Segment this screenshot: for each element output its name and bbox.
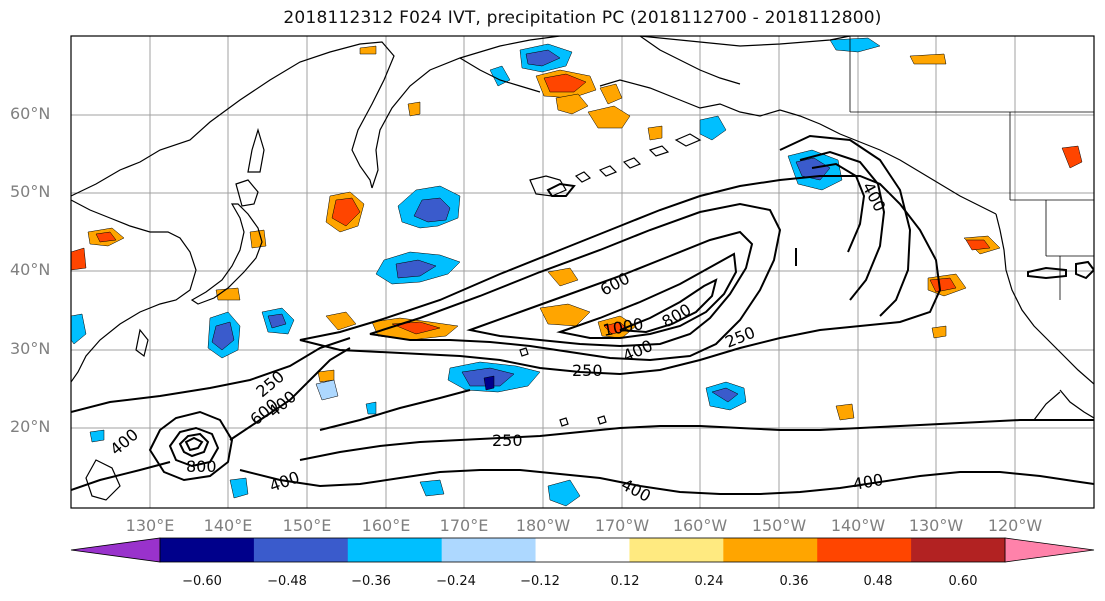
- lon-tick-label: 160°E: [361, 516, 411, 535]
- colorbar-segment: [817, 538, 912, 562]
- colorbar-tick-label: −0.48: [267, 574, 307, 589]
- lat-tick-label: 60°N: [10, 104, 51, 123]
- colorbar-segment: [629, 538, 724, 562]
- contour-label: 250: [492, 431, 523, 450]
- colorbar-tick-label: −0.12: [520, 574, 560, 589]
- colorbar-segment: [911, 538, 1006, 562]
- lon-tick-label: 150°E: [282, 516, 332, 535]
- colorbar: [70, 537, 1095, 563]
- contour-label: 400: [618, 475, 654, 506]
- colorbar-segment: [535, 538, 630, 562]
- colorbar-tick-label: 0.36: [779, 574, 809, 589]
- colorbar-tick-label: −0.36: [351, 574, 391, 589]
- contour-label: 250: [722, 323, 757, 352]
- lon-tick-label: 170°E: [439, 516, 489, 535]
- lon-tick-label: 160°W: [672, 516, 728, 535]
- colorbar-segments: [160, 538, 1006, 562]
- contour-label: 400: [267, 467, 302, 495]
- lon-tick-label: 180°W: [515, 516, 571, 535]
- ivt-contours: [71, 134, 1094, 495]
- colorbar-tick-label: 0.48: [863, 574, 893, 589]
- lon-tick-label: 130°E: [125, 516, 175, 535]
- contour-label: 400: [620, 336, 656, 366]
- coastlines: [71, 36, 1094, 501]
- map-title: 2018112312 F024 IVT, precipitation PC (2…: [283, 8, 882, 28]
- precip-negative: [71, 37, 881, 507]
- contour-label: 250: [572, 361, 603, 380]
- contour-label: 400: [851, 470, 884, 494]
- colorbar-extend-right: [1004, 537, 1095, 563]
- contour-labels: 600 1000 800 400 250 250 250 400 400 600…: [106, 179, 889, 506]
- colorbar-segment: [160, 538, 255, 562]
- lon-tick-label: 140°E: [203, 516, 253, 535]
- colorbar-tick-label: 0.60: [948, 574, 978, 589]
- lon-tick-label: 170°W: [594, 516, 650, 535]
- colorbar-segment: [441, 538, 537, 562]
- colorbar-frame: [159, 537, 1006, 563]
- colorbar-tick-label: 0.12: [610, 574, 640, 589]
- lon-tick-label: 120°W: [987, 516, 1043, 535]
- lat-tick-label: 20°N: [10, 417, 51, 436]
- precip-positive: [71, 45, 1083, 421]
- colorbar-segment: [723, 538, 818, 562]
- colorbar-extend-left: [70, 537, 161, 563]
- map-area: 600 1000 800 400 250 250 250 400 400 600…: [71, 36, 1094, 508]
- contour-label: 800: [186, 457, 217, 476]
- lon-tick-label: 130°W: [908, 516, 964, 535]
- lon-tick-label: 140°W: [830, 516, 886, 535]
- colorbar-tick-label: −0.60: [182, 574, 222, 589]
- colorbar-tick-label: −0.24: [436, 574, 476, 589]
- map-border: [70, 35, 1095, 509]
- contour-label: 400: [106, 425, 142, 459]
- colorbar-segment: [347, 538, 443, 562]
- borders: [849, 36, 1094, 300]
- lat-tick-label: 40°N: [10, 260, 51, 279]
- colorbar-tick-label: 0.24: [694, 574, 724, 589]
- lat-tick-label: 30°N: [10, 339, 51, 358]
- lon-tick-label: 150°W: [751, 516, 807, 535]
- colorbar-segment: [253, 538, 349, 562]
- lat-tick-label: 50°N: [10, 182, 51, 201]
